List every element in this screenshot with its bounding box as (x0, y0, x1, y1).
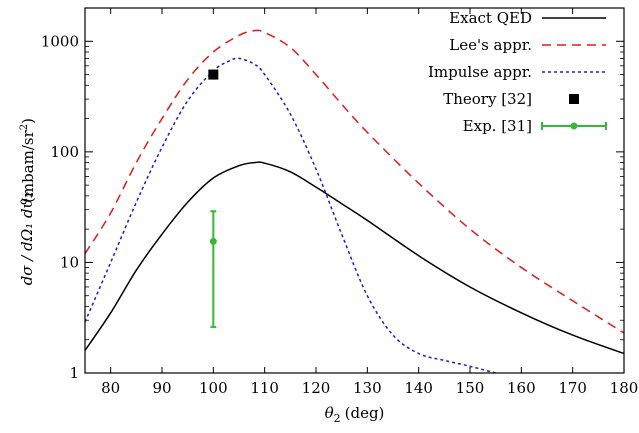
plot-frame (84, 7, 625, 374)
y-axis-fraction: dσ / dΩ₁ dϑ₂ (18, 192, 36, 286)
y-axis-unit-text: (mbam/sr (19, 129, 37, 203)
x-tick-label: 100 (199, 379, 228, 397)
series-layer (85, 29, 624, 373)
legend-label: Theory [32] (443, 90, 532, 108)
x-tick-label: 80 (101, 379, 120, 397)
x-axis-title: θ2 (deg) (325, 404, 385, 425)
series-line-1 (85, 29, 624, 334)
legend-sample (569, 94, 579, 104)
x-tick-label: 110 (250, 379, 279, 397)
legend-label: Exact QED (449, 9, 532, 27)
tick-labels: 80 90 100 110 120 130 140 150 160 170 180110100100… (41, 32, 639, 397)
legend-label: Impulse appr. (428, 63, 532, 81)
points-layer (208, 69, 219, 329)
x-axis-symbol: θ (325, 404, 334, 422)
x-tick-label: 170 (558, 379, 587, 397)
x-tick-label: 90 (152, 379, 171, 397)
theory-point (208, 69, 219, 80)
legend-label: Exp. [31] (463, 117, 532, 135)
y-tick-label: 100 (50, 143, 79, 161)
x-tick-label: 160 (507, 379, 536, 397)
legend: Exact QED Lee's appr. Impulse appr. Theory … (428, 9, 607, 135)
x-tick-label: 120 (302, 379, 331, 397)
y-tick-label: 1000 (41, 32, 79, 50)
y-axis-unit-close: ) (19, 118, 37, 124)
x-tick-label: 150 (456, 379, 485, 397)
exp-point (209, 237, 217, 245)
axis-ticks (85, 7, 625, 374)
x-tick-label: 130 (353, 379, 382, 397)
x-tick-label: 140 (404, 379, 433, 397)
y-axis-unit-sup: 2 (19, 124, 30, 130)
y-axis-unit: (mbam/sr2) (19, 118, 37, 203)
legend-sample-dot (570, 122, 578, 130)
y-axis-title: (mbam/sr2) dσ / dΩ₁ dϑ₂ (18, 118, 37, 285)
series-line-2 (85, 57, 496, 373)
x-tick-label: 180 (610, 379, 639, 397)
legend-label: Lee's appr. (449, 36, 532, 54)
series-line-0 (85, 161, 624, 355)
x-axis-unit: (deg) (345, 404, 385, 422)
y-tick-label: 10 (60, 253, 79, 271)
y-tick-label: 1 (69, 364, 79, 382)
x-axis-subscript: 2 (334, 412, 341, 425)
